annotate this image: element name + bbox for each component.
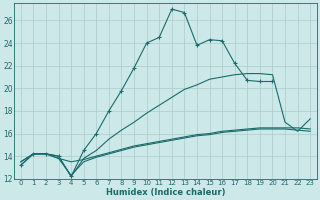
X-axis label: Humidex (Indice chaleur): Humidex (Indice chaleur) [106,188,225,197]
